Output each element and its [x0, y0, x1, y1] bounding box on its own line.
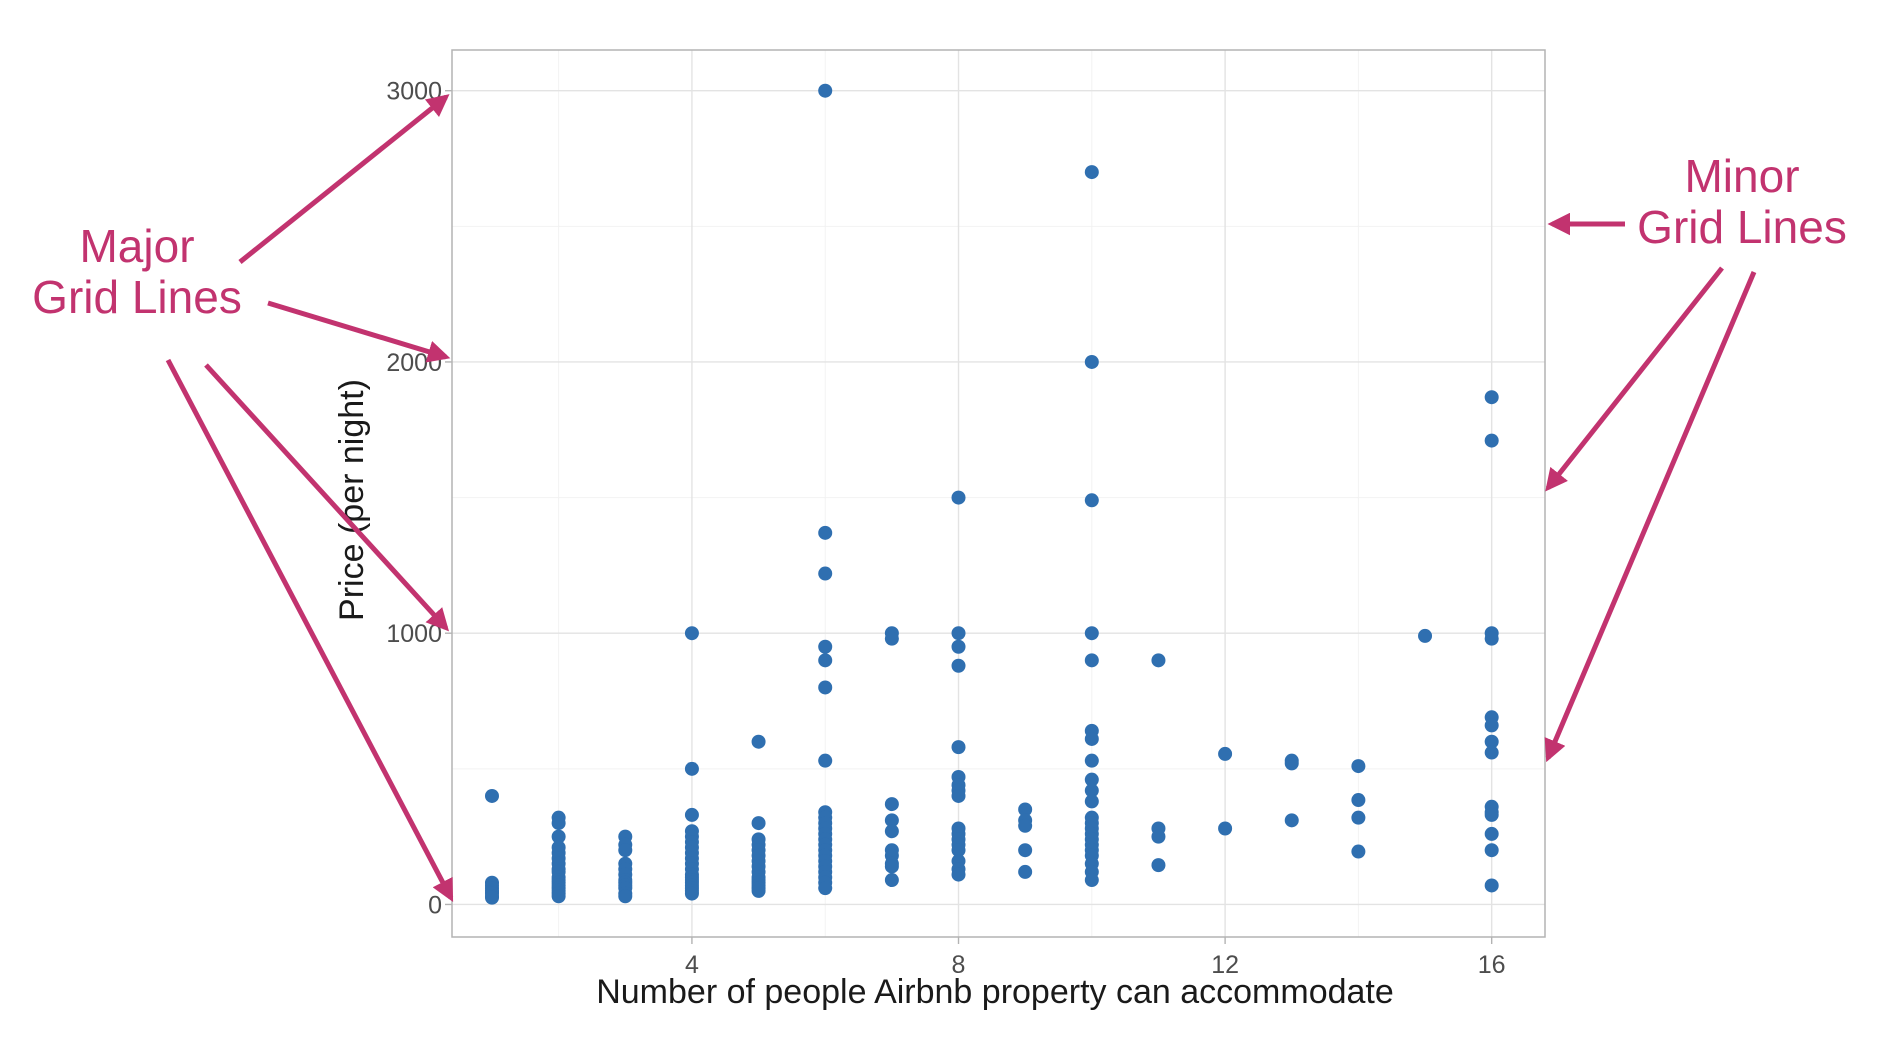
- x-tick-label: 16: [1478, 951, 1506, 979]
- data-point: [1484, 390, 1499, 405]
- data-point: [751, 883, 766, 898]
- x-tick-label: 12: [1211, 951, 1239, 979]
- data-point: [1151, 653, 1166, 668]
- data-point: [884, 859, 899, 874]
- data-point: [818, 653, 833, 668]
- data-point: [1084, 783, 1099, 798]
- data-point: [884, 797, 899, 812]
- data-point: [1484, 745, 1499, 760]
- data-point: [884, 824, 899, 839]
- x-axis-ticks: 4 8 12 16: [685, 937, 1506, 979]
- y-tick-label: 0: [428, 891, 442, 919]
- data-point: [484, 788, 499, 803]
- minor-grid-label-line1: Minor: [1684, 150, 1799, 202]
- data-point: [1484, 631, 1499, 646]
- data-point: [951, 490, 966, 505]
- data-point: [884, 873, 899, 888]
- major-arrow-2000: [267, 300, 451, 363]
- data-point: [1084, 626, 1099, 641]
- data-point: [1284, 813, 1299, 828]
- data-point: [684, 886, 699, 901]
- data-point: [951, 867, 966, 882]
- major-arrow-3000: [238, 94, 450, 264]
- data-point: [818, 881, 833, 896]
- data-point: [818, 753, 833, 768]
- data-point: [1084, 873, 1099, 888]
- x-axis-title: Number of people Airbnb property can acc…: [596, 973, 1394, 1011]
- data-point: [818, 680, 833, 695]
- minor-grid-label-line2: Grid Lines: [1637, 201, 1847, 253]
- data-point: [818, 639, 833, 654]
- data-point: [684, 761, 699, 776]
- data-point: [1084, 653, 1099, 668]
- data-point: [551, 829, 566, 844]
- data-point: [1151, 829, 1166, 844]
- data-point: [1151, 858, 1166, 873]
- data-point: [551, 816, 566, 831]
- data-point: [1084, 493, 1099, 508]
- data-point: [1018, 843, 1033, 858]
- data-point: [1084, 794, 1099, 809]
- data-point: [1284, 756, 1299, 771]
- major-grid-label-line1: Major: [79, 220, 194, 272]
- minor-grid-lines: [452, 50, 1545, 937]
- y-tick-label: 1000: [386, 620, 442, 648]
- data-point: [1084, 354, 1099, 369]
- data-point: [1484, 807, 1499, 822]
- x-tick-label: 4: [685, 951, 699, 979]
- data-point: [1084, 753, 1099, 768]
- data-point: [951, 639, 966, 654]
- major-arrow-0: [165, 358, 454, 902]
- data-point: [1418, 628, 1433, 643]
- data-point: [751, 734, 766, 749]
- x-tick-label: 8: [952, 951, 966, 979]
- data-point: [1084, 165, 1099, 180]
- data-point: [1351, 844, 1366, 859]
- data-point: [1084, 772, 1099, 787]
- plot-panel-border: [451, 49, 1546, 938]
- data-point: [818, 83, 833, 98]
- data-point: [1484, 718, 1499, 733]
- major-grid-label-line2: Grid Lines: [32, 271, 242, 323]
- minor-arrow-1500: [1545, 266, 1724, 492]
- data-point: [1484, 734, 1499, 749]
- data-point: [951, 740, 966, 755]
- data-point: [618, 889, 633, 904]
- data-point: [884, 813, 899, 828]
- data-point: [1018, 864, 1033, 879]
- y-axis-title: Price (per night): [333, 379, 371, 621]
- data-point: [684, 626, 699, 641]
- data-point: [884, 631, 899, 646]
- data-point: [1484, 433, 1499, 448]
- data-point: [1351, 759, 1366, 774]
- data-point: [1084, 731, 1099, 746]
- data-point: [1484, 826, 1499, 841]
- data-point: [1218, 821, 1233, 836]
- data-point: [1484, 878, 1499, 893]
- data-point: [551, 889, 566, 904]
- data-point: [684, 807, 699, 822]
- data-point: [1351, 810, 1366, 825]
- data-point: [818, 525, 833, 540]
- data-point: [1484, 843, 1499, 858]
- data-point: [1351, 793, 1366, 808]
- data-point: [951, 843, 966, 858]
- data-point: [484, 890, 499, 905]
- data-point: [1018, 802, 1033, 817]
- data-point: [1018, 818, 1033, 833]
- major-grid-lines: [452, 50, 1545, 937]
- minor-arrow-500: [1544, 271, 1757, 763]
- data-point: [1218, 746, 1233, 761]
- data-point: [818, 566, 833, 581]
- data-point: [751, 816, 766, 831]
- data-points: [484, 83, 1499, 905]
- annotation-arrows: [165, 94, 1757, 902]
- data-point: [951, 626, 966, 641]
- data-point: [618, 843, 633, 858]
- data-point: [951, 788, 966, 803]
- data-point: [951, 658, 966, 673]
- major-arrow-1000: [204, 363, 450, 632]
- y-tick-label: 3000: [386, 78, 442, 106]
